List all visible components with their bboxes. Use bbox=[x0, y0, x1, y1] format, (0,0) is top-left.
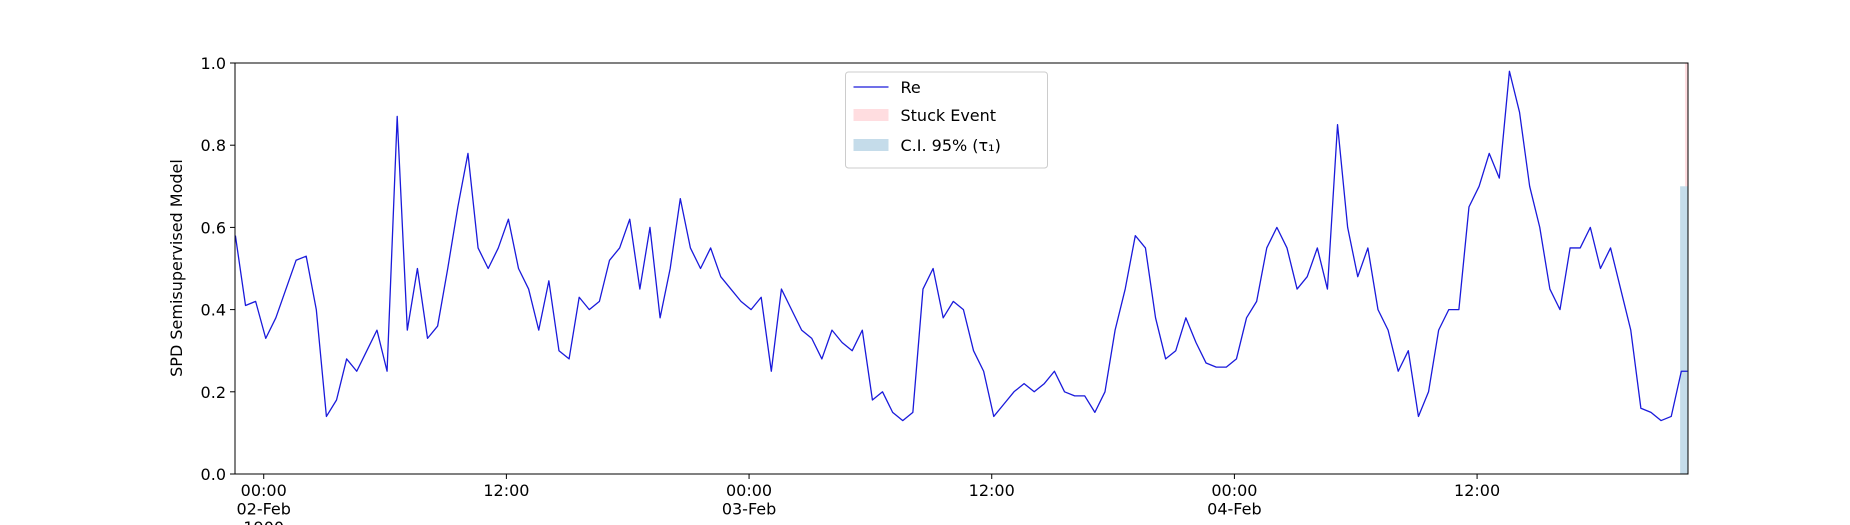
x-tick-label: 00:00 03-Feb bbox=[722, 481, 776, 518]
data-line bbox=[234, 70, 1688, 422]
y-tick-label: 0.2 bbox=[201, 383, 226, 402]
plot-frame bbox=[234, 62, 1689, 475]
legend-label: Stuck Event bbox=[901, 106, 997, 125]
y-axis-label: SPD Semisupervised Model bbox=[167, 159, 186, 377]
legend: Re Stuck Event C.I. 95% (τ₁) bbox=[845, 71, 1048, 169]
legend-label: C.I. 95% (τ₁) bbox=[901, 136, 1001, 155]
legend-swatch bbox=[853, 139, 889, 151]
x-tick-label: 12:00 bbox=[969, 481, 1015, 500]
y-tick-label: 0.8 bbox=[201, 136, 226, 155]
x-tick-label: 12:00 bbox=[483, 481, 529, 500]
legend-label: Re bbox=[901, 78, 921, 97]
y-tick-label: 0.4 bbox=[201, 301, 226, 320]
legend-box bbox=[845, 71, 1048, 169]
shaded-span bbox=[1680, 186, 1688, 475]
y-tick-label: 1.0 bbox=[201, 54, 226, 73]
legend-swatch bbox=[853, 109, 889, 121]
x-tick-label: 00:00 04-Feb bbox=[1207, 481, 1261, 518]
y-tick-label: 0.6 bbox=[201, 218, 226, 237]
x-tick-label: 12:00 bbox=[1454, 481, 1500, 500]
y-tick-label: 0.0 bbox=[201, 465, 226, 484]
